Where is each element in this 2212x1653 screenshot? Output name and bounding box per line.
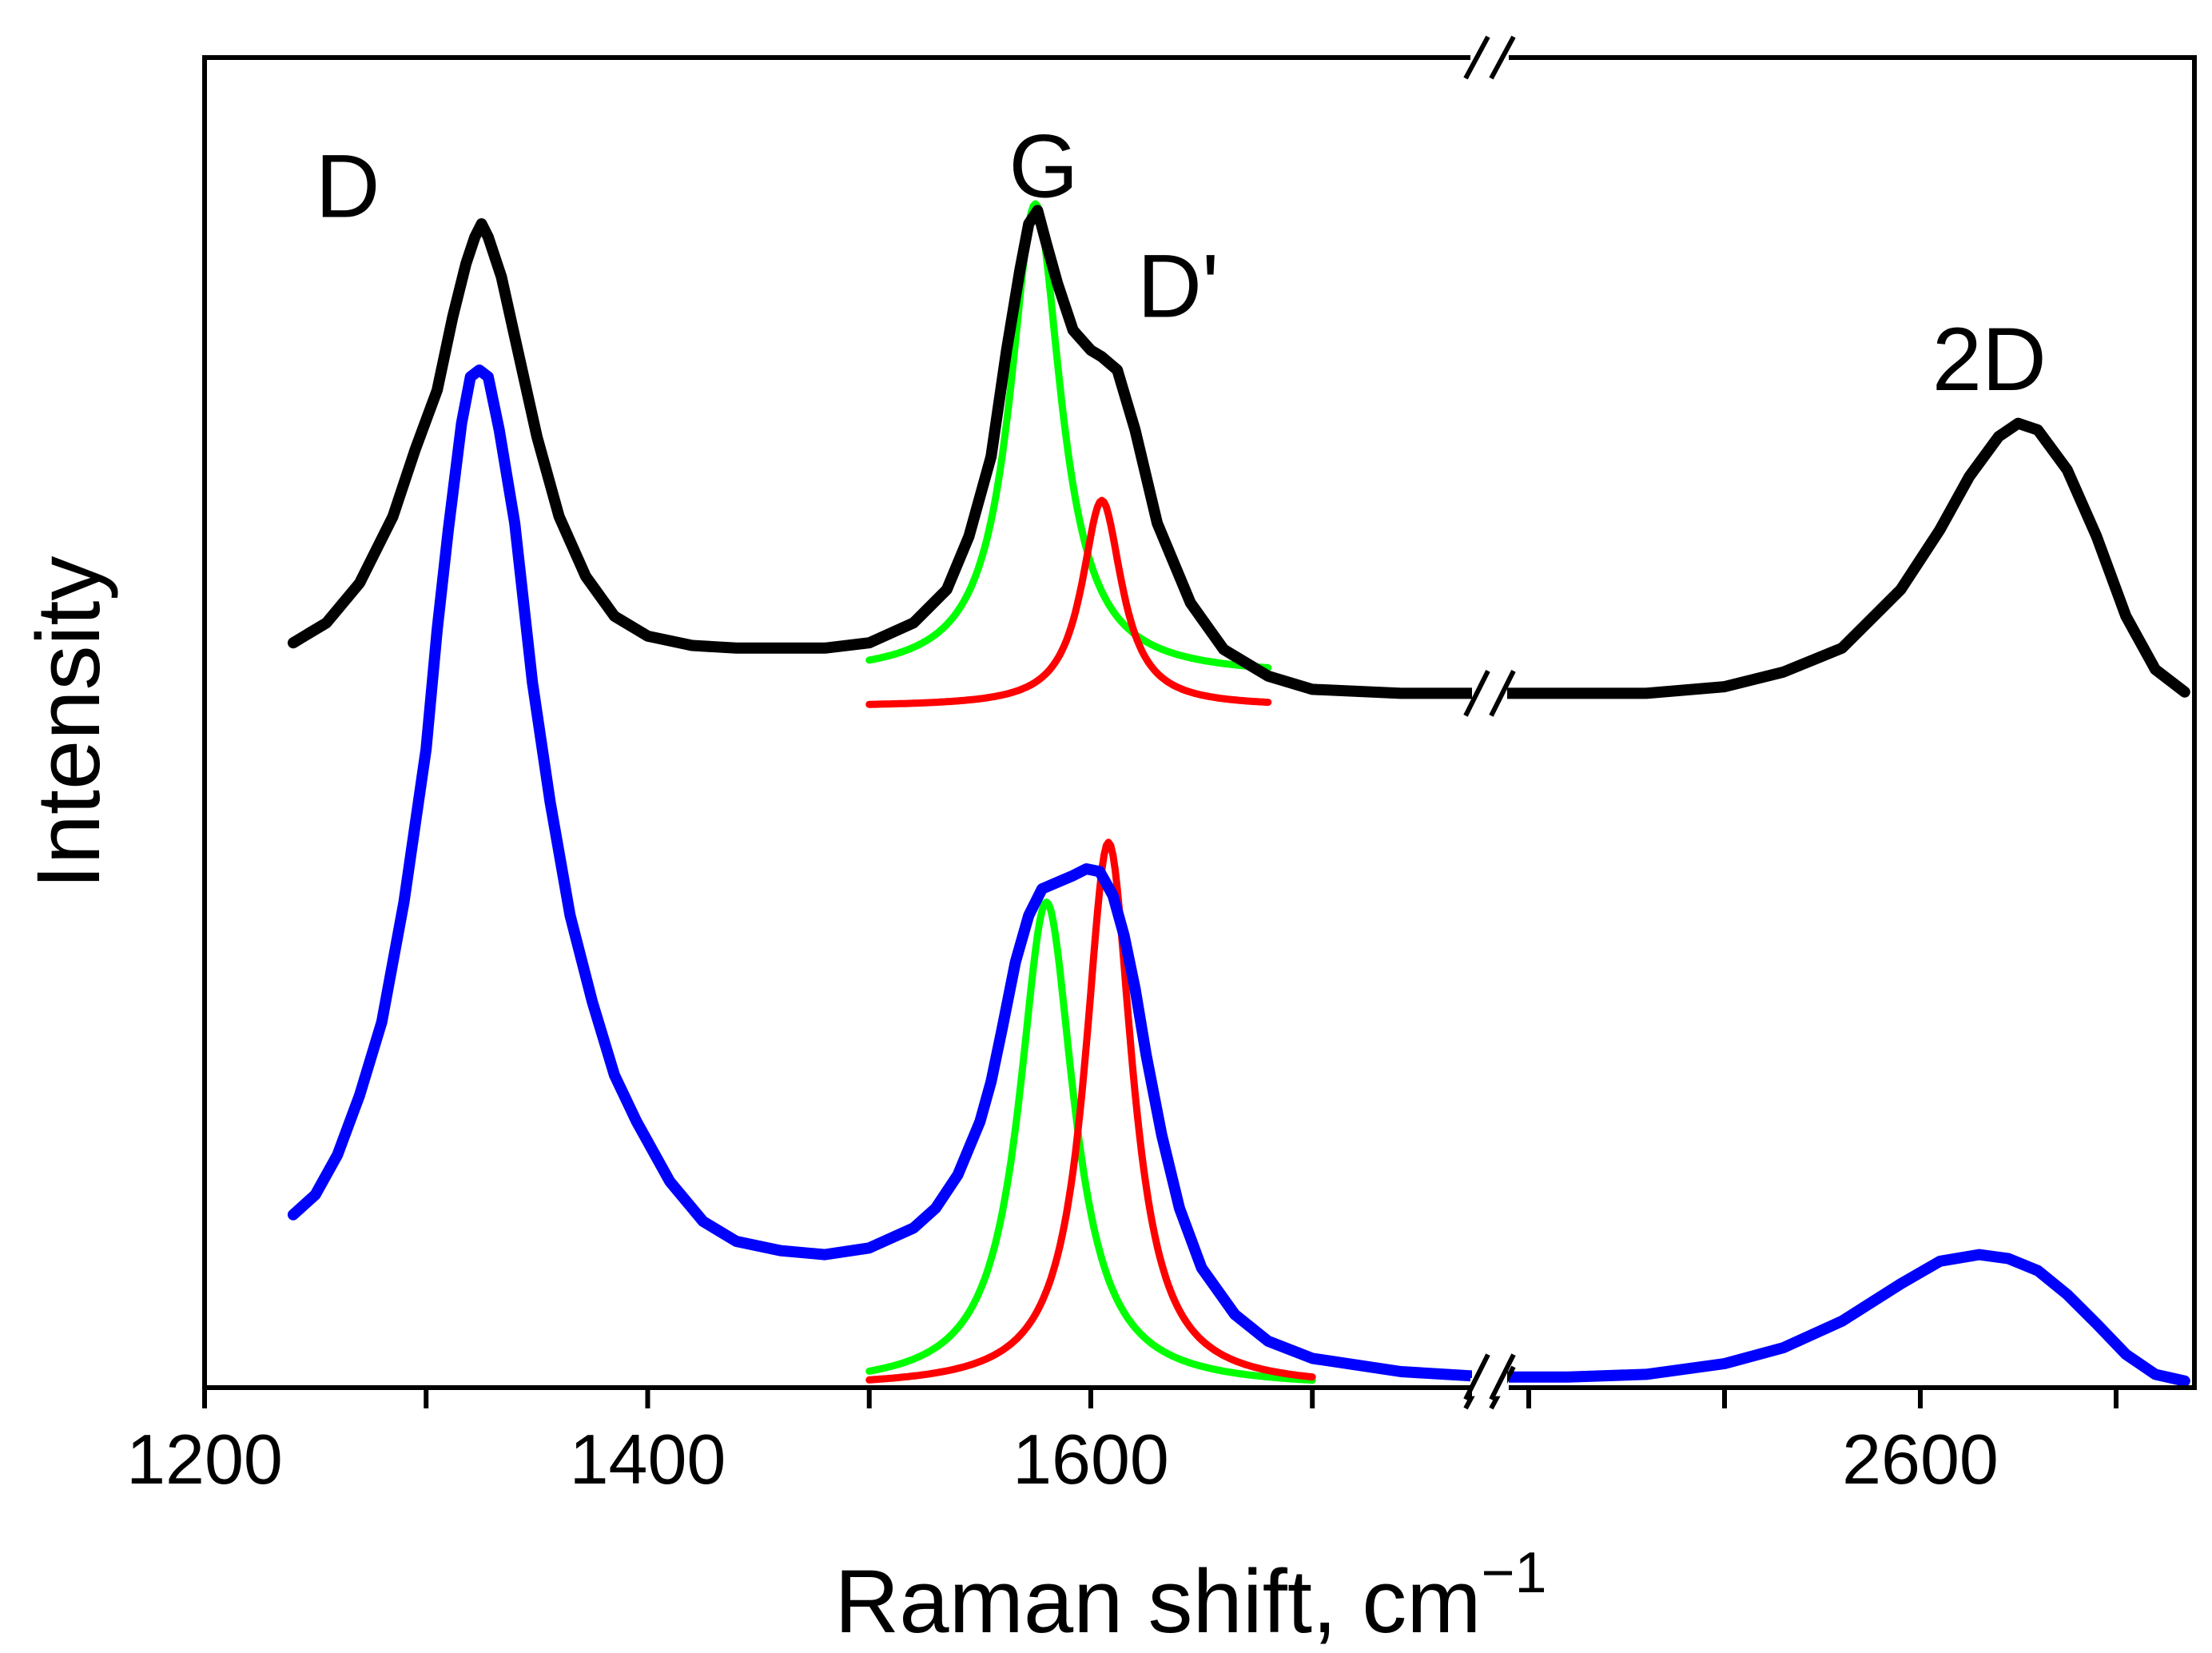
tick-layer: 1200 1400 1600 2600	[126, 1388, 2119, 1499]
top-axis-break	[1463, 35, 1516, 80]
top-G-fit-line	[865, 200, 1272, 671]
y-axis-title: Intensity	[18, 556, 118, 889]
bottom-spectrum-line	[287, 364, 2190, 1387]
series-layer	[287, 200, 2190, 1387]
peak-label: 2D	[1932, 309, 2047, 409]
x-axis-title-superscript: −1	[1482, 1541, 1547, 1605]
bottom-Dprime-fit-line	[865, 838, 1316, 1384]
x-tick-label: 2600	[1842, 1420, 1999, 1499]
spectrum-break-mark	[1463, 670, 1490, 717]
spectrum-break-mark	[1489, 670, 1516, 717]
x-axis-title: Raman shift, cm−1	[834, 1541, 1546, 1651]
top-Dprime-fit-line	[865, 496, 1272, 708]
x-tick-label: 1600	[1013, 1420, 1169, 1499]
spectrum-break-mark	[1489, 1353, 1516, 1401]
plot-frame	[202, 55, 2197, 1390]
axis-break-layer	[1463, 35, 1516, 1410]
peak-label: G	[1009, 117, 1078, 217]
peak-label: D'	[1137, 236, 1219, 336]
top-spectrum-line	[287, 205, 2190, 699]
spectrum-break-mark	[1463, 1353, 1490, 1401]
bottom-spectrum-break	[1463, 1353, 1516, 1401]
axis-break-mark	[1489, 35, 1516, 80]
axis-break-mark	[1463, 35, 1490, 80]
x-tick-label: 1400	[570, 1420, 726, 1499]
peak-label: D	[316, 137, 380, 237]
bottom-G-fit-line	[865, 898, 1316, 1384]
x-tick-label: 1200	[126, 1420, 283, 1499]
peak-label-layer: D G D' 2D	[316, 117, 2047, 409]
top-spectrum-break	[1463, 670, 1516, 717]
x-axis-title-text: Raman shift, cm	[834, 1551, 1481, 1651]
